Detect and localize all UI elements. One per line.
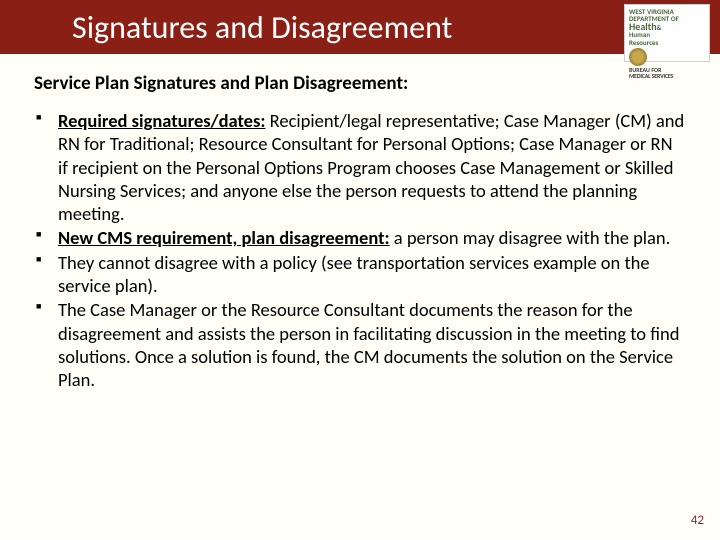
bullet-item: They cannot disagree with a policy (see …	[58, 251, 686, 298]
logo-seal-icon	[629, 48, 647, 66]
slide-title: Signatures and Disagreement	[72, 8, 452, 47]
bullet-text: They cannot disagree with a policy (see …	[58, 251, 650, 297]
page-number: 42	[691, 513, 704, 528]
bullet-text: a person may disagree with the plan.	[390, 226, 671, 249]
bullet-text: The Case Manager or the Resource Consult…	[58, 298, 679, 391]
logo-line-human: HumanResources	[629, 31, 705, 46]
bullet-list: Required signatures/dates: Recipient/leg…	[34, 109, 686, 392]
bullet-item: New CMS requirement, plan disagreement: …	[58, 226, 686, 249]
bullet-item: Required signatures/dates: Recipient/leg…	[58, 109, 686, 225]
subtitle: Service Plan Signatures and Plan Disagre…	[34, 72, 686, 95]
slide-body: Service Plan Signatures and Plan Disagre…	[0, 54, 720, 392]
bullet-lead: New CMS requirement, plan disagreement:	[58, 226, 390, 249]
bullet-lead: Required signatures/dates:	[58, 109, 265, 132]
logo-line-medical: MEDICAL SERVICES	[629, 73, 705, 79]
agency-logo: WEST VIRGINIA DEPARTMENT OF Health& Huma…	[624, 4, 710, 62]
title-bar: Signatures and Disagreement WEST VIRGINI…	[0, 0, 720, 54]
bullet-item: The Case Manager or the Resource Consult…	[58, 298, 686, 391]
